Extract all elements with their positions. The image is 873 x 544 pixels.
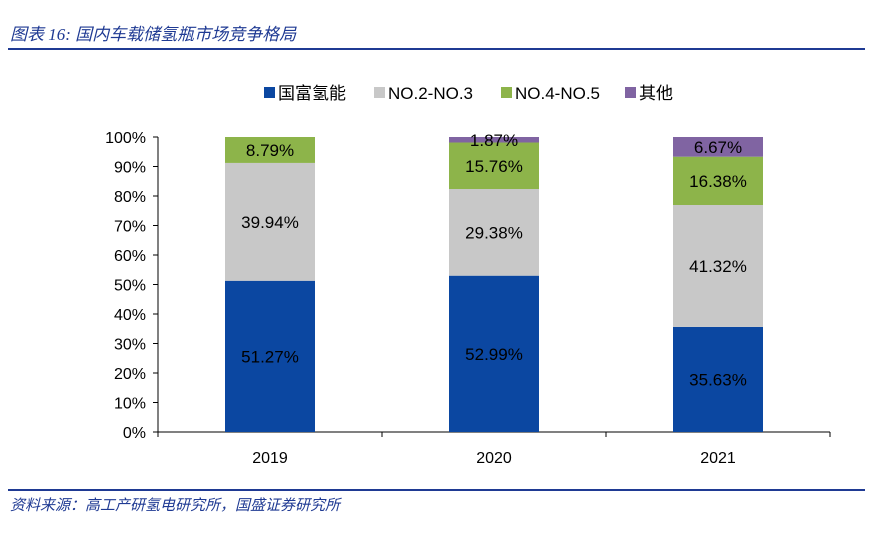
stacked-bar-chart: 0% 10% 20% 30% 40% 50% 60% 70% 80% 90% 100% 51.27% 3… — [105, 84, 831, 467]
y-tick-label: 90% — [114, 160, 146, 177]
y-tick-label: 40% — [114, 307, 146, 324]
bar-segment — [449, 137, 539, 143]
data-label: 8.79% — [246, 141, 294, 160]
data-label: 41.32% — [689, 257, 747, 276]
y-tick-label: 30% — [114, 337, 146, 354]
y-tick-label: 80% — [114, 189, 146, 206]
bar-segment — [449, 275, 539, 432]
y-tick-label: 100% — [105, 130, 146, 147]
data-label: 52.99% — [465, 345, 523, 364]
x-tick-label: 2019 — [252, 450, 288, 467]
y-tick-label: 0% — [123, 425, 146, 442]
legend-label: 其他 — [639, 84, 673, 103]
y-tick-label: 10% — [114, 396, 146, 413]
data-label: 29.38% — [465, 223, 523, 242]
data-label: 16.38% — [689, 172, 747, 191]
legend-swatch — [264, 87, 275, 98]
data-label: 15.76% — [465, 157, 523, 176]
bar-segment — [673, 204, 763, 327]
bar-segment — [673, 156, 763, 205]
legend-swatch — [374, 87, 385, 98]
x-tick-label: 2021 — [700, 450, 736, 467]
bar-segment — [673, 326, 763, 432]
source-note: 资料来源：高工产研氢电研究所，国盛证券研究所 — [10, 498, 341, 514]
data-label: 39.94% — [241, 213, 299, 232]
bar-segment — [225, 162, 315, 281]
x-tick-label: 2020 — [476, 450, 512, 467]
y-tick-label: 20% — [114, 366, 146, 383]
bar-segment — [225, 137, 315, 163]
y-tick-label: 60% — [114, 248, 146, 265]
legend-label: 国富氢能 — [278, 84, 346, 103]
bar-segment — [449, 189, 539, 276]
data-label: 6.67% — [694, 138, 742, 157]
data-label: 1.87% — [470, 131, 518, 150]
legend-label: NO.2-NO.3 — [388, 84, 473, 103]
figure-title: 图表 16: 国内车载储氢瓶市场竞争格局 — [10, 25, 297, 44]
y-tick-label: 70% — [114, 219, 146, 236]
source-rule — [8, 489, 865, 491]
legend-label: NO.4-NO.5 — [515, 84, 600, 103]
bar-segment — [225, 280, 315, 432]
legend-swatch — [625, 87, 636, 98]
data-label: 35.63% — [689, 370, 747, 389]
bar-segment — [449, 142, 539, 190]
title-rule — [8, 48, 865, 50]
y-tick-label: 50% — [114, 278, 146, 295]
legend-swatch — [501, 87, 512, 98]
bar-segment — [673, 137, 763, 157]
data-label: 51.27% — [241, 347, 299, 366]
